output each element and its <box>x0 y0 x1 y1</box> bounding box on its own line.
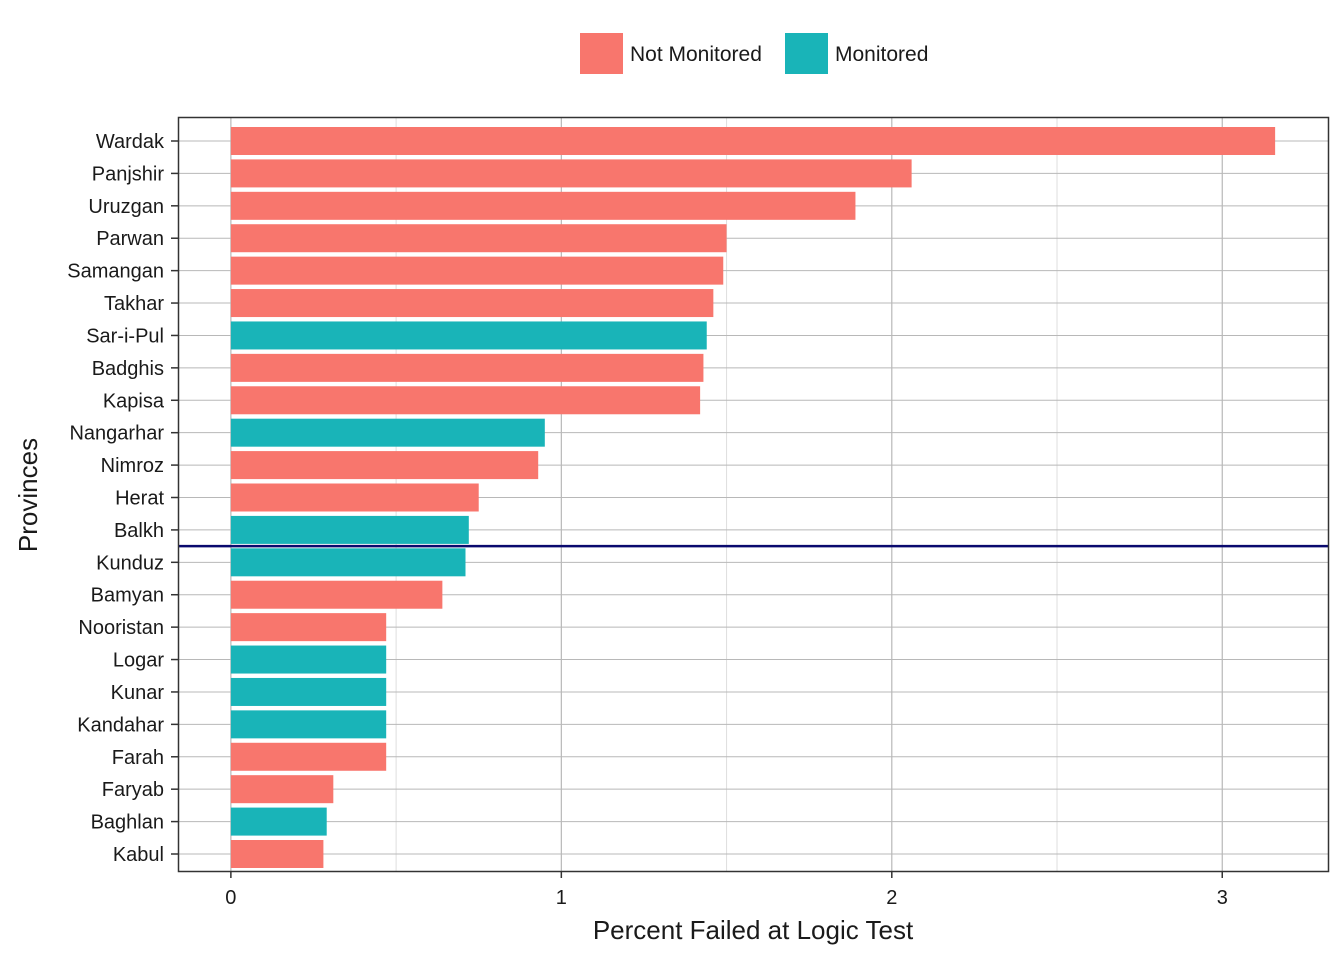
bar-nooristan <box>230 613 387 642</box>
legend-label-monitored: Monitored <box>835 43 928 66</box>
y-tick-label: Wardak <box>96 131 165 153</box>
bar-kapisa <box>230 386 701 415</box>
bar-kabul <box>230 840 324 868</box>
y-axis-title: Provinces <box>13 438 43 552</box>
legend-label-not-monitored: Not Monitored <box>630 43 762 66</box>
y-tick-label: Sar-i-Pul <box>86 325 164 347</box>
y-tick-label: Kunar <box>111 682 165 704</box>
bar-baghlan <box>230 807 327 836</box>
bar-nangarhar <box>230 418 545 447</box>
y-tick-label: Kunduz <box>96 552 164 574</box>
bar-balkh <box>230 515 469 544</box>
y-tick-label: Baghlan <box>91 812 164 834</box>
y-tick-label: Bamyan <box>91 585 164 607</box>
y-tick-label: Takhar <box>104 293 164 315</box>
bar-kunduz <box>230 548 466 577</box>
x-tick-label: 0 <box>225 887 236 909</box>
plot-panel-border <box>177 116 1330 873</box>
bar-panjshir <box>230 159 912 188</box>
bar-kandahar <box>230 710 387 739</box>
y-tick-label: Uruzgan <box>88 196 164 218</box>
legend-swatch-not-monitored <box>580 33 623 74</box>
x-tick-label: 2 <box>886 887 897 909</box>
y-tick-label: Samangan <box>67 261 164 283</box>
bar-takhar <box>230 289 714 318</box>
y-tick-label: Parwan <box>96 228 164 250</box>
y-tick-label: Panjshir <box>92 163 165 185</box>
y-tick-label: Nimroz <box>101 455 164 477</box>
y-tick-label: Kandahar <box>77 714 164 736</box>
bar-bamyan <box>230 580 443 609</box>
bar-sar-i-pul <box>230 321 707 350</box>
x-tick-label: 3 <box>1217 887 1228 909</box>
bar-samangan <box>230 256 724 285</box>
bar-faryab <box>230 775 334 804</box>
bar-badghis <box>230 353 704 382</box>
bar-herat <box>230 483 479 512</box>
legend: Not Monitored Monitored <box>580 33 928 74</box>
bar-nimroz <box>230 451 539 480</box>
x-tick-label: 1 <box>556 887 567 909</box>
bar-kunar <box>230 677 387 706</box>
y-tick-label: Herat <box>115 488 164 510</box>
bar-farah <box>230 742 387 771</box>
x-axis-title: Percent Failed at Logic Test <box>593 915 914 945</box>
y-tick-label: Farah <box>112 747 164 769</box>
y-tick-label: Nangarhar <box>69 423 164 445</box>
y-tick-label: Badghis <box>92 358 164 380</box>
legend-swatch-monitored <box>785 33 828 74</box>
y-tick-label: Balkh <box>114 520 164 542</box>
bar-parwan <box>230 224 727 253</box>
y-tick-label: Faryab <box>102 779 164 801</box>
y-tick-label: Kapisa <box>103 390 165 412</box>
y-tick-label: Logar <box>113 650 164 672</box>
bar-logar <box>230 645 387 674</box>
y-tick-label: Kabul <box>113 844 164 866</box>
bar-uruzgan <box>230 191 856 220</box>
axis-ticks: Wardak Panjshir Uruzgan Parwan Samangan Takha… <box>67 131 1228 909</box>
bar-wardak <box>230 127 1276 155</box>
bars <box>230 127 1276 868</box>
y-tick-label: Nooristan <box>78 617 164 639</box>
